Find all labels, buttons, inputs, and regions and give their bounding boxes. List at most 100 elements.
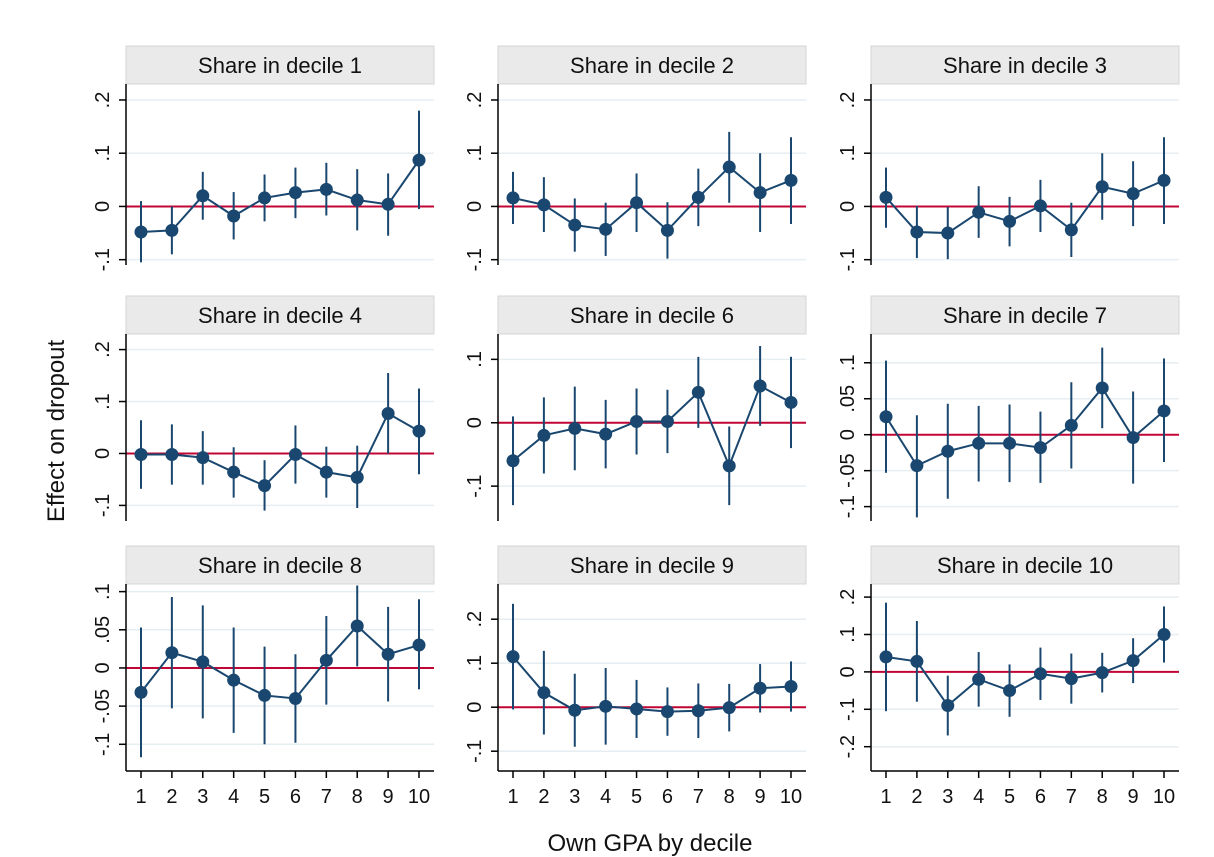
panel-title: Share in decile 4	[198, 303, 362, 328]
panel-5: Share in decile 6 -.1 0 .1	[464, 295, 807, 521]
estimate-point	[258, 191, 272, 205]
panel-strip	[125, 545, 435, 585]
y-tick-label: -.2	[837, 735, 859, 758]
estimate-point	[722, 701, 736, 715]
y-tick-label: -.1	[837, 698, 859, 721]
estimate-line	[885, 386, 1165, 467]
estimate-point	[537, 198, 551, 212]
estimate-point	[879, 190, 893, 204]
estimate-point	[1157, 173, 1171, 187]
panel-title: Share in decile 6	[570, 303, 734, 328]
panel-strip	[497, 545, 807, 585]
estimate-line	[512, 655, 792, 713]
panel-strip	[497, 295, 807, 335]
x-tick-label: 1	[880, 786, 891, 808]
estimate-point	[784, 680, 798, 694]
estimate-point	[165, 448, 179, 462]
panel-7: Share in decile 8 -.1 -.05 0 .05 .1 1 2 3 4 5 6 7 8 9 1…	[92, 545, 435, 808]
estimate-point	[568, 421, 582, 435]
y-tick-label: .1	[837, 626, 859, 643]
panel-6: Share in decile 7 -.1 -.05 0 .05 .1	[837, 295, 1180, 521]
panel-title: Share in decile 7	[943, 303, 1107, 328]
y-tick-label: .1	[92, 583, 114, 600]
y-tick-label: .05	[92, 616, 114, 644]
panel-title: Share in decile 3	[943, 53, 1107, 78]
estimate-point	[630, 414, 644, 428]
x-tick-label: 10	[780, 786, 802, 808]
x-tick-label: 7	[693, 786, 704, 808]
estimate-point	[227, 209, 241, 223]
estimate-point	[134, 448, 148, 462]
y-tick-label: .1	[837, 145, 859, 162]
estimate-point	[319, 182, 333, 196]
panel-strip	[870, 295, 1180, 335]
x-tick-label: 8	[724, 786, 735, 808]
x-tick-label: 5	[1004, 786, 1015, 808]
estimate-point	[227, 465, 241, 479]
estimate-point	[879, 410, 893, 424]
estimate-point	[134, 685, 148, 699]
x-tick-label: 1	[135, 786, 146, 808]
estimate-point	[972, 436, 986, 450]
panel-title: Share in decile 10	[937, 553, 1113, 578]
y-tick-label: .2	[92, 92, 114, 109]
estimate-point	[630, 702, 644, 716]
estimate-line	[885, 179, 1165, 235]
x-tick-label: 2	[911, 786, 922, 808]
estimate-point	[691, 385, 705, 399]
estimate-point	[941, 699, 955, 713]
estimate-point	[381, 197, 395, 211]
y-tick-label: .1	[92, 393, 114, 410]
estimate-line	[512, 384, 792, 469]
y-tick-label: -.05	[92, 689, 114, 723]
y-tick-label: .2	[837, 589, 859, 606]
estimate-point	[1003, 214, 1017, 228]
estimate-point	[599, 222, 613, 236]
estimate-point	[1126, 654, 1140, 668]
x-tick-label: 7	[1066, 786, 1077, 808]
estimate-point	[660, 705, 674, 719]
panel-title: Share in decile 2	[570, 53, 734, 78]
estimate-point	[972, 672, 986, 686]
panel-4: Share in decile 4 -.1 0 .1 .2	[92, 295, 435, 521]
x-tick-label: 3	[569, 786, 580, 808]
y-tick-label: 0	[837, 666, 859, 677]
y-tick-label: .1	[464, 145, 486, 162]
panel-1: Share in decile 1 -.1 0 .1 .2	[92, 45, 435, 271]
estimate-point	[879, 650, 893, 664]
estimate-point	[568, 218, 582, 232]
panel-strip	[497, 45, 807, 85]
panel-title: Share in decile 8	[198, 553, 362, 578]
x-tick-label: 8	[352, 786, 363, 808]
panel-strip	[870, 45, 1180, 85]
x-tick-label: 5	[631, 786, 642, 808]
x-tick-label: 6	[290, 786, 301, 808]
estimate-point	[288, 691, 302, 705]
panel-strip	[870, 545, 1180, 585]
estimate-line	[512, 165, 792, 232]
estimate-point	[722, 459, 736, 473]
y-tick-label: .2	[464, 92, 486, 109]
estimate-point	[753, 681, 767, 695]
estimate-point	[691, 704, 705, 718]
estimate-point	[1003, 436, 1017, 450]
estimate-point	[165, 223, 179, 237]
estimate-point	[412, 638, 426, 652]
estimate-point	[1064, 223, 1078, 237]
estimate-line	[140, 624, 420, 700]
estimate-point	[784, 395, 798, 409]
estimate-point	[910, 654, 924, 668]
y-tick-label: -.1	[92, 494, 114, 517]
y-tick-label: .05	[837, 385, 859, 413]
y-tick-label: .1	[837, 354, 859, 371]
estimate-point	[288, 448, 302, 462]
panel-title: Share in decile 9	[570, 553, 734, 578]
y-tick-label: -.05	[837, 453, 859, 487]
estimate-point	[196, 451, 210, 465]
x-axis-title: Own GPA by decile	[548, 830, 753, 857]
estimate-point	[1126, 431, 1140, 445]
estimate-point	[537, 428, 551, 442]
x-tick-label: 9	[755, 786, 766, 808]
x-tick-label: 10	[1153, 786, 1175, 808]
